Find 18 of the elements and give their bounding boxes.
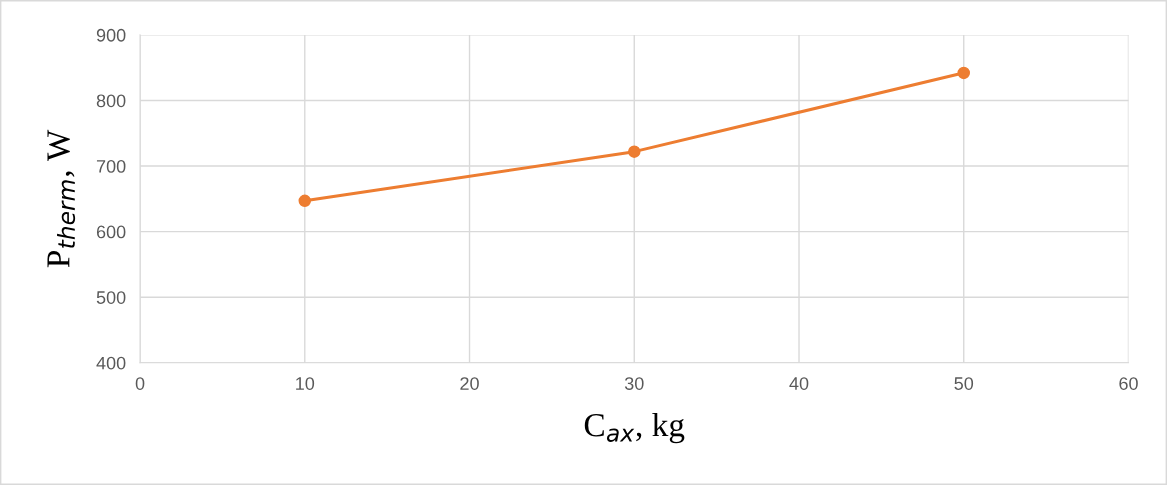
point <box>628 145 641 158</box>
x-tick-label: 50 <box>954 377 974 390</box>
x-tick-label: 20 <box>460 377 479 390</box>
y-tick-label: 400 <box>96 356 126 370</box>
x-tick-label: 60 <box>1119 377 1138 390</box>
x-tick-label: 10 <box>296 377 315 390</box>
y-tick-label: 500 <box>96 291 126 304</box>
y-tick-label: 800 <box>96 94 126 108</box>
y-axis-title: P$_{therm}$, W <box>47 129 76 268</box>
y-tick-label: 700 <box>96 160 126 173</box>
point <box>298 194 312 208</box>
x-tick-label: 0 <box>135 377 145 390</box>
x-axis-title: C$_{ax}$, kg <box>584 412 685 444</box>
y-tick-label: 900 <box>96 28 126 42</box>
point <box>957 66 970 80</box>
y-tick-label: 600 <box>96 225 126 239</box>
x-tick-label: 40 <box>789 377 809 390</box>
x-tick-label: 30 <box>624 377 644 390</box>
